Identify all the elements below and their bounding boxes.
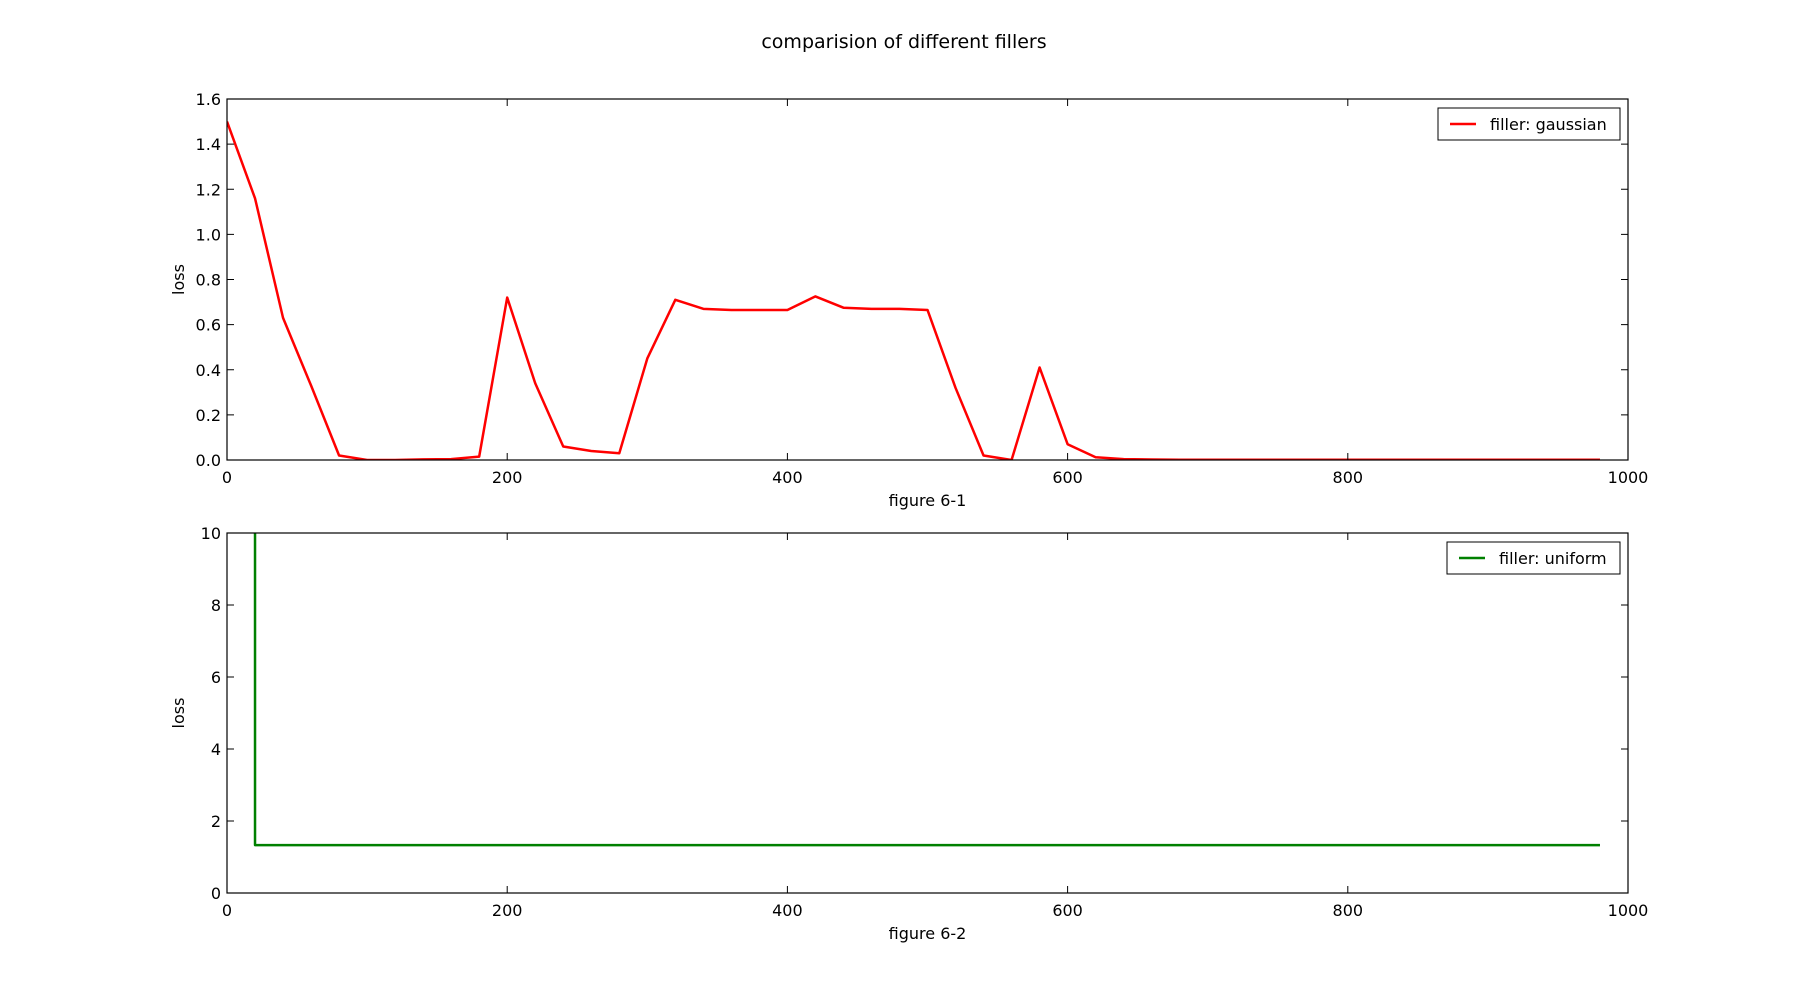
x-tick-label: 0 bbox=[222, 468, 232, 487]
x-tick-label: 1000 bbox=[1608, 468, 1649, 487]
x-tick-label: 200 bbox=[492, 468, 523, 487]
y-tick-label: 8 bbox=[211, 596, 221, 615]
figure-title: comparision of different fillers bbox=[761, 31, 1046, 53]
legend: filler: uniform bbox=[1446, 541, 1621, 575]
x-axis-label: figure 6-2 bbox=[889, 924, 967, 943]
y-tick-label: 0.6 bbox=[196, 316, 221, 335]
y-tick-label: 10 bbox=[201, 524, 221, 543]
y-axis-label: loss bbox=[169, 264, 188, 295]
y-tick-label: 0.4 bbox=[196, 361, 221, 380]
y-tick-label: 1.0 bbox=[196, 225, 221, 244]
y-tick-label: 0.0 bbox=[196, 451, 221, 470]
y-tick-label: 2 bbox=[211, 812, 221, 831]
x-tick-label: 1000 bbox=[1608, 901, 1649, 920]
subplot-bottom: 0 200 400 600 800 1000 0 2 4 6 8 10 figure 6-2 loss fi… bbox=[169, 524, 1648, 943]
legend-label: filler: uniform bbox=[1499, 549, 1607, 568]
y-axis-label: loss bbox=[169, 698, 188, 729]
x-tick-label: 200 bbox=[492, 901, 523, 920]
x-tick-label: 0 bbox=[222, 901, 232, 920]
subplot-top: 0 200 400 600 800 1000 0.0 0.2 0.4 0.6 0.8 1.0 1.2 1.… bbox=[169, 90, 1648, 510]
y-tick-label: 1.6 bbox=[196, 90, 221, 109]
x-tick-label: 800 bbox=[1333, 468, 1364, 487]
x-tick-label: 400 bbox=[772, 468, 803, 487]
legend: filler: gaussian bbox=[1437, 107, 1621, 141]
legend-label: filler: gaussian bbox=[1490, 115, 1607, 134]
plot-frame bbox=[226, 532, 1629, 894]
y-tick-label: 1.2 bbox=[196, 180, 221, 199]
x-tick-label: 600 bbox=[1052, 901, 1083, 920]
y-tick-label: 0.8 bbox=[196, 271, 221, 290]
series-line-filler-uniform bbox=[253, 533, 1600, 847]
y-tick-label: 1.4 bbox=[196, 135, 221, 154]
y-tick-label: 6 bbox=[211, 668, 221, 687]
y-tick-label: 4 bbox=[211, 740, 221, 759]
x-tick-label: 800 bbox=[1333, 901, 1364, 920]
x-tick-label: 400 bbox=[772, 901, 803, 920]
x-axis-label: figure 6-1 bbox=[889, 491, 967, 510]
x-tick-label: 600 bbox=[1052, 468, 1083, 487]
y-tick-label: 0.2 bbox=[196, 406, 221, 425]
y-tick-label: 0 bbox=[211, 884, 221, 903]
